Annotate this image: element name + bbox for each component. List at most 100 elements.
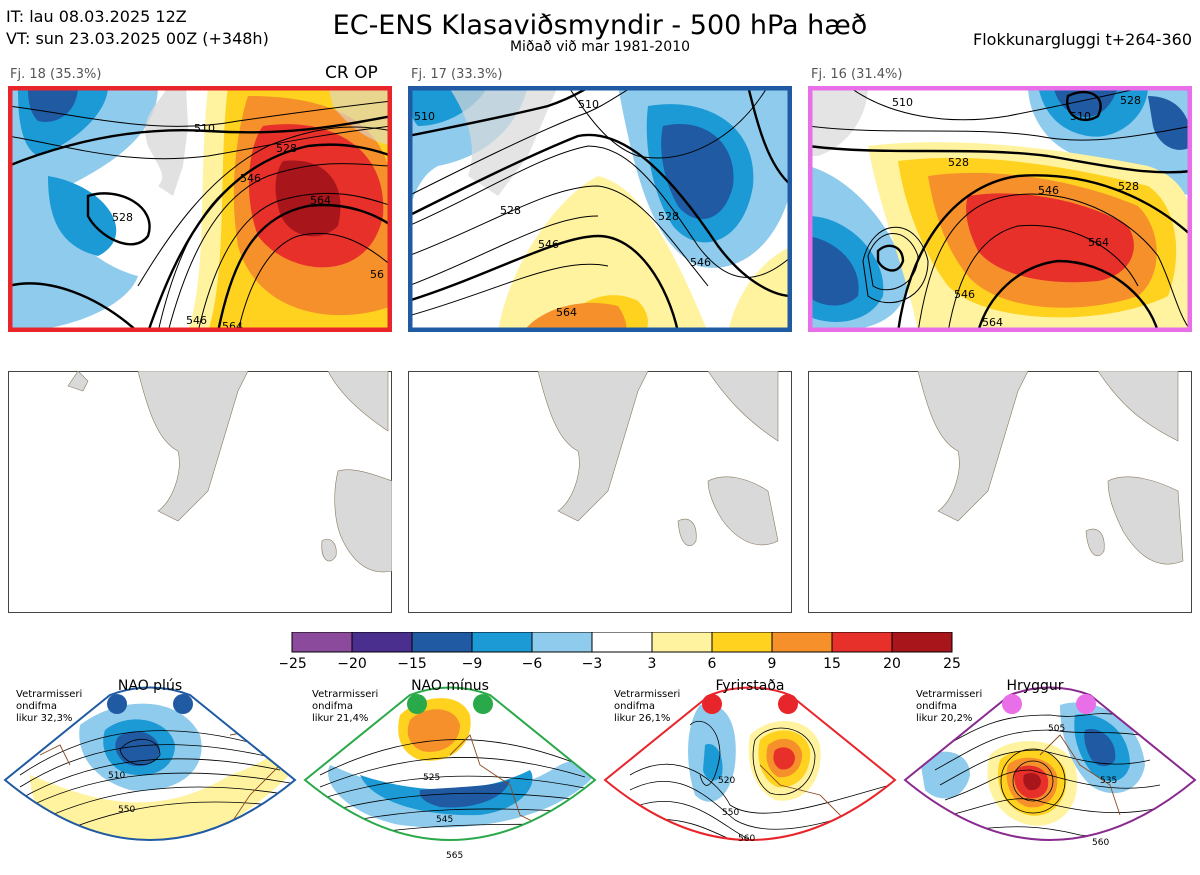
contour-label: 510 <box>1070 110 1091 123</box>
colorbar-swatch <box>351 631 413 653</box>
base-map-1 <box>8 371 392 613</box>
contour-label: 528 <box>500 204 521 217</box>
regime-note: ondifma <box>16 701 57 712</box>
colorbar-swatch <box>771 631 833 653</box>
colorbar-swatch <box>411 631 473 653</box>
regime-border <box>3 686 297 841</box>
cluster-map-2: 510 510 528 546 528 546 564 <box>408 86 792 332</box>
regime-note: likur 20,2% <box>916 713 972 724</box>
colorbar-tick-label: 3 <box>648 656 657 672</box>
regime-note: Vetrarmisseri <box>312 689 378 700</box>
contour-label: 545 <box>436 815 453 825</box>
regime-note: ondifma <box>916 701 957 712</box>
regime-marker <box>702 694 722 714</box>
contour-label: 535 <box>1100 776 1117 786</box>
contour-label: 528 <box>948 156 969 169</box>
regime-note: Vetrarmisseri <box>16 689 82 700</box>
regime-marker <box>778 694 798 714</box>
colorbar-tick-label: −25 <box>280 656 307 672</box>
colorbar-tick-label: 25 <box>943 656 961 672</box>
contour-label: 56 <box>370 268 384 281</box>
colorbar-tick-label: −15 <box>397 656 427 672</box>
cluster-label-3: Fj. 16 (31.4%) <box>811 67 903 82</box>
cluster-label-1: Fj. 18 (35.3%) <box>10 67 102 82</box>
cluster-border <box>8 86 392 332</box>
regime-marker <box>107 694 127 714</box>
regime-note: likur 21,4% <box>312 713 368 724</box>
initial-time: IT: lau 08.03.2025 12Z <box>6 7 187 26</box>
colorbar-tick-label: 9 <box>768 656 777 672</box>
regime-name: Hryggur <box>1007 678 1064 694</box>
contour-label: 564 <box>556 306 577 319</box>
contour-label: 510 <box>194 122 215 135</box>
regimes: 510 550 NAO plús Vetrarmisseri ondifma l… <box>0 675 1200 871</box>
colorbar: −25 −20 −15 −9 −6 −3 3 6 9 15 20 25 <box>277 631 970 678</box>
colorbar-tick-label: 6 <box>708 656 717 672</box>
regime-marker <box>1076 694 1096 714</box>
contour-label: 510 <box>414 110 435 123</box>
contour-label: 546 <box>186 314 207 327</box>
contour-label: 528 <box>276 142 297 155</box>
contour-label: 546 <box>690 256 711 269</box>
contour-label: 546 <box>1038 184 1059 197</box>
regime-note: ondifma <box>614 701 655 712</box>
contour-label: 525 <box>423 773 440 783</box>
regime-marker <box>173 694 193 714</box>
regime-note: ondifma <box>312 701 353 712</box>
regime-note: likur 26,1% <box>614 713 670 724</box>
contour-label: 528 <box>112 211 133 224</box>
contour-label: 564 <box>982 316 1003 329</box>
contour-label: 546 <box>954 288 975 301</box>
contour-label: 550 <box>118 805 135 815</box>
contour-label: 560 <box>738 834 755 844</box>
colorbar-tick-label: −3 <box>582 656 603 672</box>
colorbar-svg: −25 −20 −15 −9 −6 −3 3 6 9 15 20 25 <box>277 631 961 672</box>
contour-label: 550 <box>722 808 739 818</box>
valid-time: VT: sun 23.03.2025 00Z (+348h) <box>6 29 269 48</box>
regime-border <box>903 686 1197 841</box>
page-subtitle: Miðað við mar 1981-2010 <box>509 39 691 55</box>
contour-label: 564 <box>1088 236 1109 249</box>
regime-name: NAO mínus <box>411 678 489 694</box>
colorbar-swatch <box>291 631 353 653</box>
cluster-map-3: 510 510 528 528 546 564 546 564 528 <box>808 86 1192 332</box>
contour-label: 546 <box>240 172 261 185</box>
cluster-label-2: Fj. 17 (33.3%) <box>411 67 503 82</box>
colorbar-tick-label: 20 <box>883 656 901 672</box>
contour-label: 560 <box>1092 838 1109 848</box>
cluster-map-1: 510 528 528 546 564 56 546 564 <box>8 86 392 332</box>
colorbar-tick-label: −9 <box>462 656 483 672</box>
regime-note: Vetrarmisseri <box>614 689 680 700</box>
contour-label: 520 <box>718 776 735 786</box>
regime-name: Fyrirstaða <box>716 678 785 694</box>
contour-label: 546 <box>538 238 559 251</box>
classification-window: Flokkunargluggi t+264-360 <box>973 30 1192 49</box>
page-title: EC-ENS Klasaviðsmyndir - 500 hPa hæð <box>332 10 868 41</box>
regime-note: likur 32,3% <box>16 713 72 724</box>
colorbar-swatch <box>531 631 593 653</box>
colorbar-tick-label: −6 <box>522 656 543 672</box>
cluster-border <box>408 86 792 332</box>
regime-marker <box>1002 694 1022 714</box>
colorbar-swatch <box>591 631 653 653</box>
contour-label: 528 <box>1118 180 1139 193</box>
base-map-2 <box>408 371 792 613</box>
contour-label: 528 <box>658 210 679 223</box>
contour-label: 565 <box>446 851 463 861</box>
contour-label: 510 <box>108 771 125 781</box>
regime-name: NAO plús <box>118 678 182 694</box>
colorbar-swatch <box>471 631 533 653</box>
base-map-3 <box>808 371 1192 613</box>
colorbar-swatch <box>651 631 713 653</box>
regime-marker <box>407 694 427 714</box>
contour-label: 510 <box>892 96 913 109</box>
regime-border <box>603 686 897 841</box>
cluster-tag-1: CR OP <box>325 63 378 83</box>
cluster-border <box>808 86 1192 332</box>
colorbar-swatch <box>891 631 953 653</box>
colorbar-swatch <box>711 631 773 653</box>
regime-note: Vetrarmisseri <box>916 689 982 700</box>
header-info: IT: lau 08.03.2025 12Z VT: sun 23.03.202… <box>6 6 269 50</box>
contour-label: 505 <box>1048 724 1065 734</box>
contour-label: 510 <box>578 98 599 111</box>
